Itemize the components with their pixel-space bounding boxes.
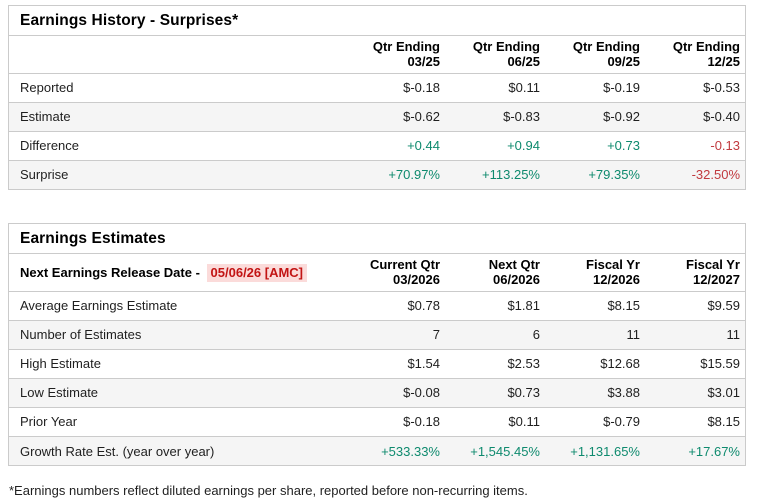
row-label: Low Estimate (20, 385, 99, 401)
table-row: Surprise +70.97% +113.25% +79.35% -32.50% (9, 160, 745, 190)
value-cell: $3.01 (707, 385, 740, 401)
value-cell: $0.11 (508, 414, 540, 430)
column-header: Qtr Ending 06/25 (472, 39, 540, 70)
empty-header-cell (9, 36, 345, 73)
release-date-value: 05/06/26 [AMC] (206, 263, 308, 282)
row-label: Reported (20, 80, 74, 96)
value-cell: +1,131.65% (570, 443, 640, 459)
release-date-label: Next Earnings Release Date - (20, 264, 204, 280)
value-cell: $-0.53 (703, 80, 740, 96)
value-cell: +533.33% (381, 443, 440, 459)
row-label: Estimate (20, 109, 71, 125)
value-cell: $-0.92 (603, 109, 640, 125)
value-cell: +70.97% (388, 167, 440, 183)
table-row: Average Earnings Estimate $0.78 $1.81 $8.15… (9, 291, 745, 320)
value-cell: +0.73 (607, 138, 640, 154)
value-cell: $0.73 (507, 385, 540, 401)
value-cell: $-0.18 (403, 80, 440, 96)
value-cell: 6 (532, 327, 540, 343)
table-row: Reported $-0.18 $0.11 $-0.19 $-0.53 (9, 73, 745, 102)
value-cell: $8.15 (707, 414, 740, 430)
row-label: High Estimate (20, 356, 101, 372)
table-row: Number of Estimates 7 6 11 11 (9, 320, 745, 350)
row-label: Surprise (20, 167, 69, 183)
value-cell: $-0.40 (703, 109, 740, 125)
earnings-estimates-table: Next Earnings Release Date - 05/06/26 [A… (9, 254, 745, 466)
column-header: Qtr Ending 03/25 (372, 39, 440, 70)
row-label: Number of Estimates (20, 327, 142, 343)
earnings-estimates-card: Earnings Estimates Next Earnings Release… (8, 223, 746, 467)
earnings-estimates-title: Earnings Estimates (9, 224, 745, 255)
value-cell: $-0.62 (403, 109, 440, 125)
row-label: Average Earnings Estimate (20, 298, 178, 314)
value-cell: +1,545.45% (470, 443, 540, 459)
value-cell: 7 (432, 327, 440, 343)
earnings-history-header-row: Qtr Ending 03/25 Qtr Ending 06/25 Qtr Ending… (9, 36, 745, 73)
value-cell: 11 (626, 327, 641, 343)
value-cell: +0.94 (507, 138, 540, 154)
table-row: Low Estimate $-0.08 $0.73 $3.88 $3.01 (9, 378, 745, 408)
table-row: Estimate $-0.62 $-0.83 $-0.92 $-0.40 (9, 102, 745, 132)
table-row: High Estimate $1.54 $2.53 $12.68 $15.59 (9, 349, 745, 378)
value-cell: 11 (726, 327, 741, 343)
value-cell: $0.78 (407, 298, 440, 314)
column-header: Qtr Ending 09/25 (572, 39, 640, 70)
table-row: Difference +0.44 +0.94 +0.73 -0.13 (9, 131, 745, 160)
next-earnings-release-date: Next Earnings Release Date - 05/06/26 [A… (9, 254, 345, 291)
value-cell: $15.59 (700, 356, 740, 372)
value-cell: $1.54 (407, 356, 440, 372)
value-cell: -32.50% (691, 167, 740, 183)
value-cell: $9.59 (707, 298, 740, 314)
value-cell: $-0.79 (603, 414, 640, 430)
row-label: Difference (20, 138, 80, 154)
value-cell: $-0.83 (503, 109, 540, 125)
value-cell: +113.25% (482, 167, 540, 183)
column-header: Fiscal Yr 12/2026 (586, 257, 640, 288)
value-cell: $8.15 (607, 298, 640, 314)
earnings-estimates-header-row: Next Earnings Release Date - 05/06/26 [A… (9, 254, 745, 291)
value-cell: +79.35% (588, 167, 640, 183)
value-cell: -0.13 (710, 138, 740, 154)
earnings-history-title: Earnings History - Surprises* (9, 6, 745, 36)
column-header: Fiscal Yr 12/2027 (686, 257, 740, 288)
column-header: Current Qtr 03/2026 (369, 257, 440, 288)
table-row: Prior Year $-0.18 $0.11 $-0.79 $8.15 (9, 407, 745, 436)
value-cell: +17.67% (688, 443, 740, 459)
earnings-footnote: *Earnings numbers reflect diluted earnin… (9, 483, 528, 498)
value-cell: $1.81 (507, 298, 540, 314)
value-cell: $12.68 (600, 356, 640, 372)
table-row: Growth Rate Est. (year over year) +533.33… (9, 436, 745, 466)
earnings-history-table: Qtr Ending 03/25 Qtr Ending 06/25 Qtr Ending… (9, 36, 745, 190)
value-cell: +0.44 (407, 138, 440, 154)
value-cell: $0.11 (508, 80, 540, 96)
value-cell: $-0.18 (403, 414, 440, 430)
value-cell: $-0.19 (603, 80, 640, 96)
value-cell: $2.53 (507, 356, 540, 372)
row-label: Prior Year (20, 414, 78, 430)
row-label: Growth Rate Est. (year over year) (20, 443, 215, 459)
earnings-history-card: Earnings History - Surprises* Qtr Ending… (8, 5, 746, 191)
value-cell: $-0.08 (403, 385, 440, 401)
column-header: Qtr Ending 12/25 (672, 39, 740, 70)
value-cell: $3.88 (607, 385, 640, 401)
column-header: Next Qtr 06/2026 (488, 257, 540, 288)
